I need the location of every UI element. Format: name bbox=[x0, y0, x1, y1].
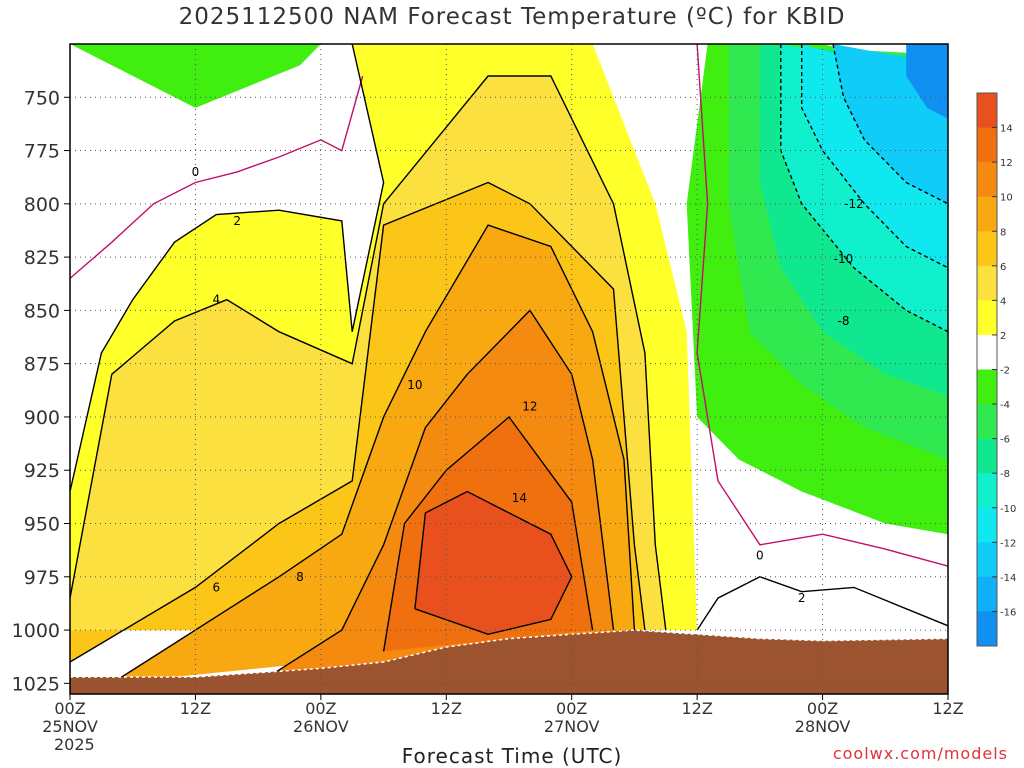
contour-label-8: 12 bbox=[522, 399, 537, 413]
contour-label-2: 2 bbox=[233, 214, 241, 228]
contour-2 bbox=[70, 44, 385, 492]
colorbar-swatch-13 bbox=[977, 542, 997, 578]
colorbar-label-5: 4 bbox=[1000, 296, 1006, 307]
x-tick-label-0-1: 00Z bbox=[54, 699, 85, 718]
colorbar-label-14: -16 bbox=[1000, 607, 1016, 618]
contour-12 bbox=[780, 44, 948, 333]
x-tick-label-3-1: 12Z bbox=[431, 699, 462, 718]
contour-0 bbox=[70, 75, 364, 279]
plot-frame bbox=[69, 43, 949, 695]
ground bbox=[70, 630, 948, 694]
colorbar-label-6: 2 bbox=[1000, 331, 1006, 342]
contour-11 bbox=[801, 44, 948, 269]
colorbar-label-2: 10 bbox=[1000, 193, 1013, 204]
y-tick-label-3: 825 bbox=[24, 247, 60, 269]
colorbar-label-1: 12 bbox=[1000, 158, 1013, 169]
colorbar-label-9: -6 bbox=[1000, 435, 1010, 446]
colorbar-swatch-2 bbox=[977, 162, 997, 198]
y-tick-label-7: 925 bbox=[24, 460, 60, 482]
band-0 bbox=[70, 44, 321, 108]
y-tick-label-11: 1025 bbox=[12, 673, 60, 695]
x-tick-label-4-2: 27NOV bbox=[544, 717, 600, 736]
y-tick-label-6: 900 bbox=[24, 407, 60, 429]
colorbar-label-8: -4 bbox=[1000, 400, 1010, 411]
x-tick-label-5-1: 12Z bbox=[681, 699, 712, 718]
y-tick-label-8: 950 bbox=[24, 514, 60, 536]
contour-4 bbox=[70, 75, 667, 631]
x-tick-label-1-1: 12Z bbox=[180, 699, 211, 718]
contour-label-7: 10 bbox=[407, 378, 422, 392]
colorbar-swatch-12 bbox=[977, 507, 997, 543]
contour-10 bbox=[832, 44, 948, 205]
y-tick-label-1: 775 bbox=[24, 141, 60, 163]
colorbar-label-0: 14 bbox=[1000, 124, 1013, 135]
contour-3 bbox=[696, 576, 948, 631]
contour-label-5: 6 bbox=[213, 580, 221, 594]
colorbar-swatch-9 bbox=[977, 404, 997, 440]
contour-label-1: 0 bbox=[756, 548, 764, 562]
y-tick-label-10: 1000 bbox=[12, 620, 60, 642]
x-tick-label-2-2: 26NOV bbox=[293, 717, 349, 736]
colorbar-label-11: -10 bbox=[1000, 504, 1016, 515]
chart-title: 2025112500 NAM Forecast Temperature (ºC)… bbox=[178, 4, 846, 30]
colorbar-swatch-6 bbox=[977, 300, 997, 336]
colorbar-swatch-5 bbox=[977, 265, 997, 301]
x-tick-label-6-1: 00Z bbox=[807, 699, 838, 718]
band-15 bbox=[906, 44, 948, 119]
colorbar-swatch-1 bbox=[977, 127, 997, 163]
ground-surface-line bbox=[70, 629, 948, 678]
colorbar-swatch-14 bbox=[977, 576, 997, 612]
colorbar-swatch-0 bbox=[977, 93, 997, 129]
contour-label-6: 8 bbox=[296, 570, 304, 584]
x-tick-label-2-1: 00Z bbox=[305, 699, 336, 718]
contour-label-11: -10 bbox=[834, 252, 854, 266]
colorbar-label-7: -2 bbox=[1000, 366, 1010, 377]
colorbar-swatch-15 bbox=[977, 611, 997, 647]
colorbar-swatch-7 bbox=[977, 334, 997, 370]
colorbar-label-13: -14 bbox=[1000, 573, 1016, 584]
contour-9 bbox=[414, 490, 573, 636]
colorbar-label-10: -8 bbox=[1000, 469, 1010, 480]
x-tick-label-6-2: 28NOV bbox=[795, 717, 851, 736]
contour-6 bbox=[111, 224, 636, 684]
contour-label-12: -8 bbox=[837, 314, 849, 328]
x-tick-label-0-3: 2025 bbox=[54, 735, 95, 754]
band-8 bbox=[414, 491, 572, 635]
site-credit: coolwx.com/models bbox=[832, 744, 1008, 763]
contour-label-9: 14 bbox=[512, 491, 527, 505]
x-tick-label-0-2: 25NOV bbox=[42, 717, 98, 736]
colorbar-swatch-3 bbox=[977, 196, 997, 232]
contour-label-4: 4 bbox=[213, 293, 221, 307]
y-tick-label-0: 750 bbox=[24, 87, 60, 109]
x-tick-label-4-1: 00Z bbox=[556, 699, 587, 718]
contour-7 bbox=[257, 309, 615, 684]
plot-area: 0 0 2 2 4 6 8 10 12 14 -12 -10 -8 bbox=[70, 44, 948, 694]
y-tick-label-9: 975 bbox=[24, 567, 60, 589]
x-axis-title: Forecast Time (UTC) bbox=[401, 744, 623, 768]
colorbar-label-4: 6 bbox=[1000, 262, 1006, 273]
colorbar-label-3: 8 bbox=[1000, 227, 1006, 238]
contour-1 bbox=[696, 44, 948, 567]
contour-label-3: 2 bbox=[798, 591, 806, 605]
contour-label-0: 0 bbox=[192, 165, 200, 179]
colorbar: 14 12 10 8 6 4 2 -2 -4 -6 -8 -10 -12 -14 -16 bbox=[976, 92, 1016, 647]
colorbar-swatch-10 bbox=[977, 438, 997, 474]
x-tick-label-7-1: 12Z bbox=[932, 699, 963, 718]
contour-label-10: -12 bbox=[844, 197, 864, 211]
y-tick-label-2: 800 bbox=[24, 194, 60, 216]
colorbar-swatch-4 bbox=[977, 231, 997, 267]
y-tick-label-5: 875 bbox=[24, 354, 60, 376]
colorbar-label-12: -12 bbox=[1000, 538, 1016, 549]
colorbar-swatch-8 bbox=[977, 369, 997, 405]
colorbar-swatch-11 bbox=[977, 473, 997, 509]
y-tick-label-4: 850 bbox=[24, 300, 60, 322]
